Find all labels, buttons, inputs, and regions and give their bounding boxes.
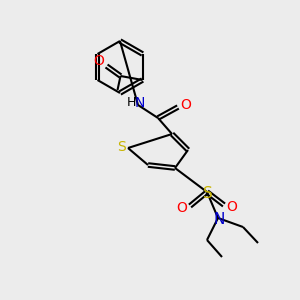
Text: O: O bbox=[93, 54, 104, 68]
Text: O: O bbox=[181, 98, 191, 112]
Text: N: N bbox=[135, 96, 145, 110]
Text: O: O bbox=[226, 200, 237, 214]
Text: O: O bbox=[177, 201, 188, 215]
Text: H: H bbox=[126, 97, 136, 110]
Text: S: S bbox=[118, 140, 126, 154]
Text: N: N bbox=[213, 212, 225, 226]
Text: S: S bbox=[203, 185, 213, 200]
